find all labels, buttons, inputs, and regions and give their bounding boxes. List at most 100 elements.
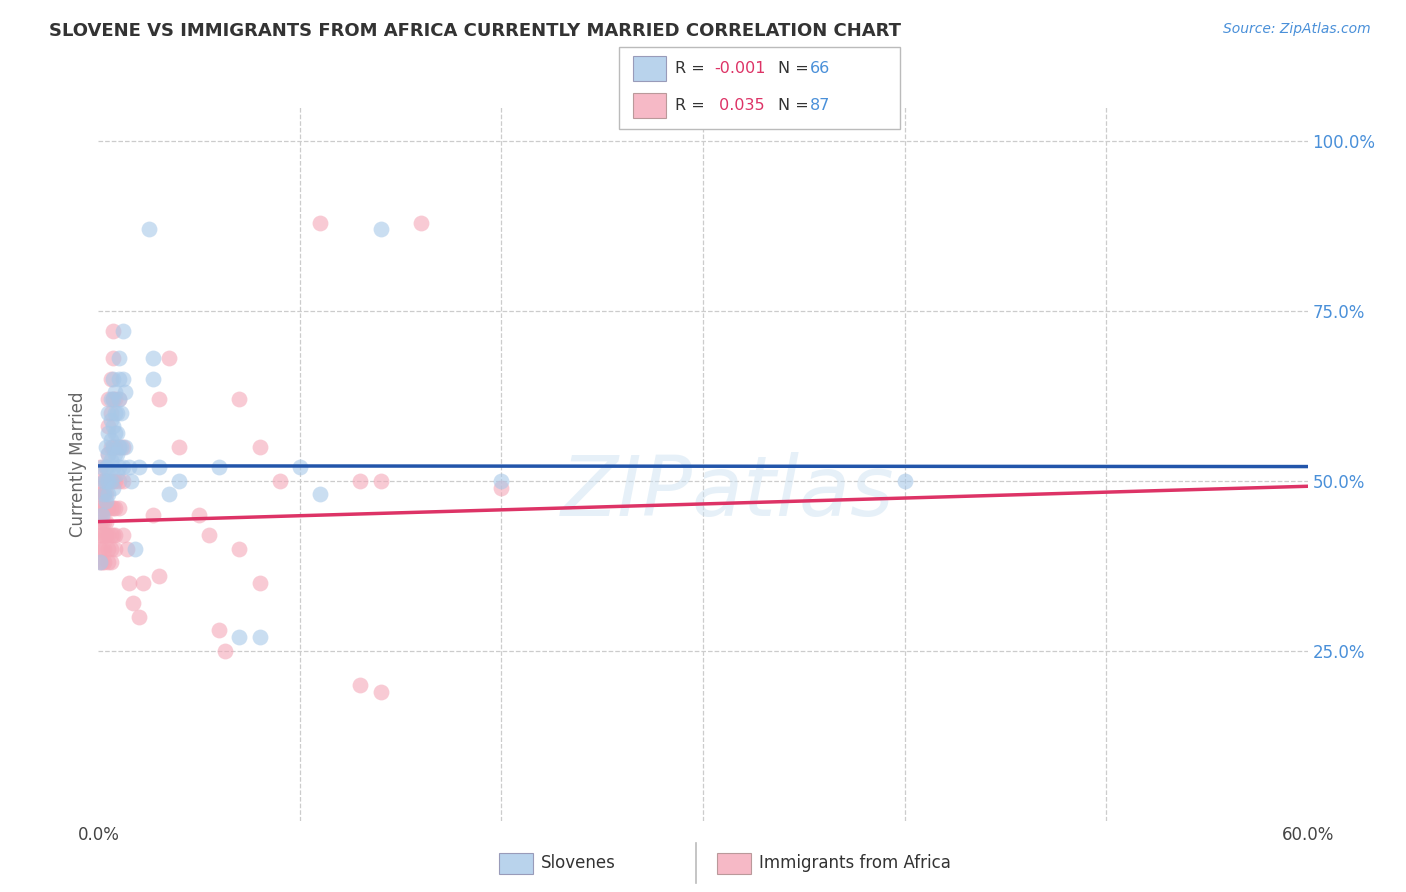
Point bbox=[103, 528, 125, 542]
Point bbox=[101, 392, 124, 407]
Point bbox=[101, 528, 124, 542]
Point bbox=[409, 216, 432, 230]
Point bbox=[309, 487, 332, 501]
Point bbox=[249, 575, 271, 590]
Point bbox=[349, 474, 371, 488]
Point bbox=[111, 474, 134, 488]
Point bbox=[97, 555, 120, 569]
Point bbox=[97, 487, 120, 501]
Point bbox=[157, 351, 180, 366]
Text: 66: 66 bbox=[810, 62, 830, 76]
Text: -0.001: -0.001 bbox=[714, 62, 766, 76]
Point bbox=[89, 555, 111, 569]
Point bbox=[100, 501, 122, 516]
Text: N =: N = bbox=[778, 62, 814, 76]
Point bbox=[142, 508, 165, 522]
Point bbox=[157, 487, 180, 501]
Point bbox=[100, 555, 122, 569]
Point bbox=[167, 440, 190, 454]
Point bbox=[100, 412, 122, 426]
Point bbox=[107, 440, 129, 454]
Point bbox=[105, 426, 128, 441]
Text: R =: R = bbox=[675, 98, 710, 112]
Point bbox=[100, 474, 122, 488]
Point bbox=[124, 541, 146, 556]
Point bbox=[370, 684, 392, 698]
Y-axis label: Currently Married: Currently Married bbox=[69, 391, 87, 537]
Point bbox=[97, 392, 120, 407]
Point bbox=[107, 440, 129, 454]
Point bbox=[93, 474, 115, 488]
Point bbox=[96, 474, 118, 488]
Point bbox=[97, 474, 120, 488]
Point bbox=[103, 406, 125, 420]
Point bbox=[96, 460, 118, 475]
Text: Immigrants from Africa: Immigrants from Africa bbox=[759, 855, 950, 872]
Point bbox=[309, 216, 332, 230]
Point bbox=[115, 541, 138, 556]
Point bbox=[103, 447, 125, 461]
Point bbox=[89, 541, 111, 556]
Point bbox=[93, 515, 115, 529]
Point bbox=[142, 372, 165, 386]
Point bbox=[97, 426, 120, 441]
Point bbox=[111, 372, 134, 386]
Point bbox=[148, 392, 170, 407]
Point bbox=[349, 678, 371, 692]
Point bbox=[118, 460, 141, 475]
Point bbox=[105, 406, 128, 420]
Point bbox=[138, 222, 160, 236]
Point bbox=[96, 474, 118, 488]
Point bbox=[107, 474, 129, 488]
Point bbox=[96, 440, 118, 454]
Point bbox=[97, 447, 120, 461]
Point bbox=[105, 447, 128, 461]
Point bbox=[100, 453, 122, 467]
Point bbox=[128, 609, 150, 624]
Point bbox=[93, 555, 115, 569]
Point bbox=[101, 440, 124, 454]
Point bbox=[96, 501, 118, 516]
Point bbox=[228, 630, 250, 644]
Point bbox=[107, 501, 129, 516]
Point bbox=[370, 474, 392, 488]
Point bbox=[101, 324, 124, 338]
Point bbox=[101, 440, 124, 454]
Point bbox=[96, 515, 118, 529]
Point bbox=[103, 541, 125, 556]
Point bbox=[91, 528, 114, 542]
Point bbox=[100, 433, 122, 447]
Point bbox=[188, 508, 211, 522]
Point bbox=[110, 406, 132, 420]
Point bbox=[249, 630, 271, 644]
Point bbox=[101, 419, 124, 434]
Text: Slovenes: Slovenes bbox=[541, 855, 616, 872]
Point bbox=[91, 541, 114, 556]
Point bbox=[128, 460, 150, 475]
Point bbox=[97, 447, 120, 461]
Point bbox=[97, 501, 120, 516]
Point bbox=[103, 385, 125, 400]
Text: ZIPatlas: ZIPatlas bbox=[561, 452, 894, 533]
Point bbox=[93, 528, 115, 542]
Point bbox=[208, 624, 231, 638]
Point bbox=[107, 351, 129, 366]
Point bbox=[208, 460, 231, 475]
Text: 87: 87 bbox=[810, 98, 830, 112]
Point bbox=[118, 575, 141, 590]
Point bbox=[89, 487, 111, 501]
Point bbox=[91, 460, 114, 475]
Point bbox=[121, 596, 143, 610]
Point bbox=[148, 569, 170, 583]
Point bbox=[91, 474, 114, 488]
Point bbox=[101, 460, 124, 475]
Point bbox=[114, 385, 136, 400]
Point bbox=[148, 460, 170, 475]
Point bbox=[97, 541, 120, 556]
Point bbox=[93, 487, 115, 501]
Point bbox=[111, 324, 134, 338]
Point bbox=[132, 575, 155, 590]
Point bbox=[93, 487, 115, 501]
Text: R =: R = bbox=[675, 62, 710, 76]
Point bbox=[100, 392, 122, 407]
